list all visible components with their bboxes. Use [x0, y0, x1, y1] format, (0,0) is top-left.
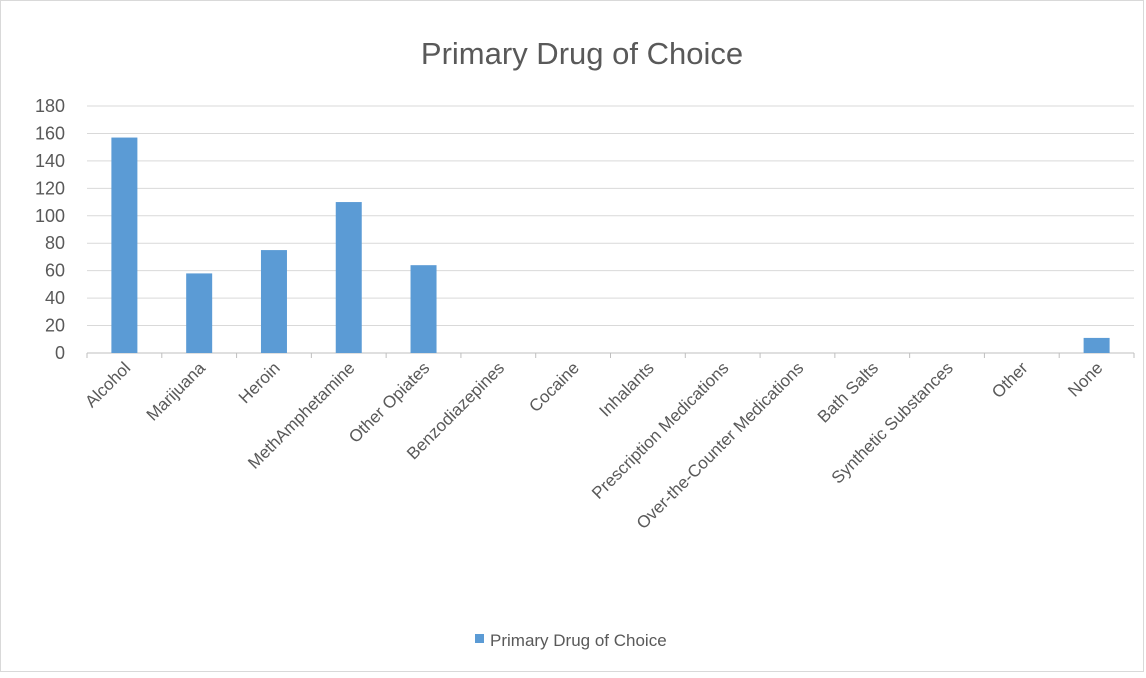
- x-tick-label: Other: [988, 358, 1032, 402]
- y-axis-ticks: 0 20 40 60 80 100 120 140 160 180: [35, 96, 65, 363]
- x-tick-label: Marijuana: [143, 358, 210, 425]
- y-tick-label: 20: [45, 316, 65, 336]
- y-tick-label: 80: [45, 233, 65, 253]
- legend: Primary Drug of Choice: [475, 631, 667, 650]
- x-tick-label: Synthetic Substances: [828, 358, 957, 487]
- chart-title: Primary Drug of Choice: [421, 36, 743, 71]
- bar: [111, 137, 138, 353]
- x-tick-label: None: [1064, 358, 1106, 400]
- y-tick-label: 180: [35, 96, 65, 116]
- y-tick-label: 100: [35, 206, 65, 226]
- y-tick-label: 40: [45, 288, 65, 308]
- x-tick-label: Over-the-Counter Medications: [633, 358, 807, 532]
- x-tick-label: Inhalants: [595, 358, 657, 420]
- bars: [111, 137, 1110, 353]
- x-tick-label: Bath Salts: [814, 358, 882, 426]
- bar: [335, 202, 362, 353]
- bar: [260, 250, 287, 353]
- x-tick-label: Alcohol: [81, 358, 134, 411]
- x-tick-label: Prescription Medications: [588, 358, 732, 502]
- x-tick-label: Cocaine: [525, 358, 583, 416]
- legend-label: Primary Drug of Choice: [490, 631, 667, 650]
- bar: [410, 265, 437, 353]
- gridlines: [87, 105, 1134, 354]
- y-tick-label: 120: [35, 178, 65, 198]
- legend-swatch: [475, 634, 484, 643]
- y-tick-label: 160: [35, 123, 65, 143]
- x-tick-label: Heroin: [235, 358, 284, 407]
- y-tick-label: 0: [55, 343, 65, 363]
- bar: [186, 273, 213, 353]
- bar: [1083, 337, 1110, 353]
- y-tick-label: 60: [45, 261, 65, 281]
- y-tick-label: 140: [35, 151, 65, 171]
- x-axis-ticks: Alcohol Marijuana HeroinMethAmphetamineOth…: [81, 353, 1135, 533]
